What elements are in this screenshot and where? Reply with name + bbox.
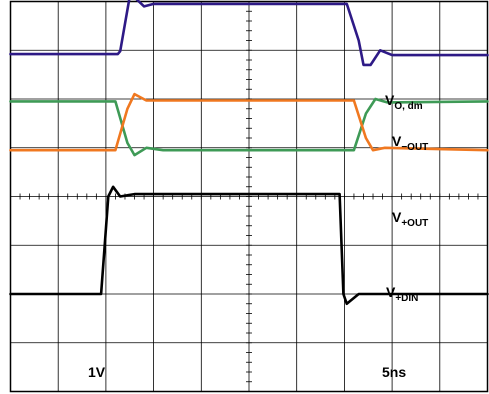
traces (9, 0, 489, 306)
grid (10, 1, 488, 392)
label-v-minus-out: V−OUT (392, 133, 429, 153)
trace-v_plus_out (9, 92, 489, 152)
vertical-scale-label: 1V (88, 364, 106, 380)
horizontal-scale-label: 5ns (382, 364, 407, 380)
trace-v_minus_out (9, 97, 489, 157)
label-vo-dm: VO, dm (385, 92, 423, 112)
label-v-plus-din: V+DIN (386, 284, 419, 304)
label-v-plus-out: V+OUT (392, 209, 429, 229)
trace-vo_dm (9, 0, 489, 67)
trace-v_plus_din (9, 185, 489, 306)
